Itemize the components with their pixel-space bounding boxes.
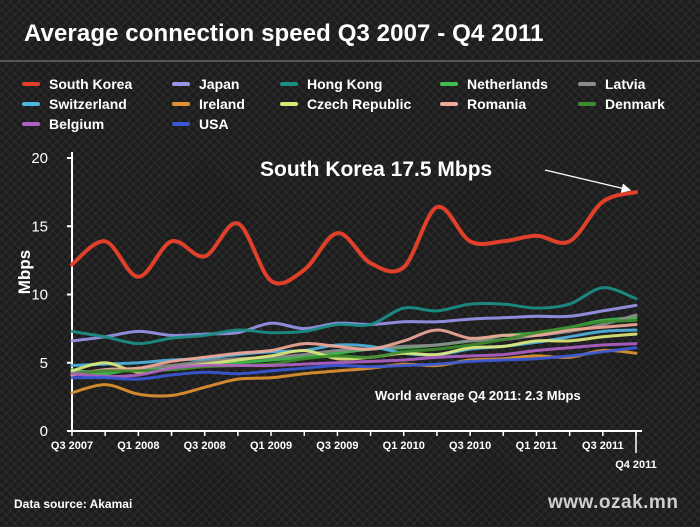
chart-title: Average connection speed Q3 2007 - Q4 20… [24,20,544,47]
x-tick-label-q3-2011: Q3 2011 [582,440,624,452]
legend-swatch-latvia [578,82,596,86]
legend-item-netherlands: Netherlands [440,76,548,92]
legend-label-hong-kong: Hong Kong [307,76,383,92]
legend-label-usa: USA [199,116,229,132]
legend-swatch-switzerland [22,102,40,106]
legend-item-ireland: Ireland [172,96,245,112]
legend-swatch-belgium [22,122,40,126]
x-tick-label-q1-2008: Q1 2008 [117,440,159,452]
legend-item-south-korea: South Korea [22,76,132,92]
legend-label-ireland: Ireland [199,96,245,112]
legend-swatch-denmark [578,102,596,106]
legend-swatch-usa [172,122,190,126]
series-line-japan [70,303,638,343]
legend-swatch-czech-republic [280,102,298,106]
legend-swatch-japan [172,82,190,86]
x-tick-label-q4-2011: Q4 2011 [615,459,657,471]
legend-label-romania: Romania [467,96,527,112]
x-tick-label-q1-2011: Q1 2011 [516,440,558,452]
series-line-romania [70,323,638,377]
x-tick-label-q1-2010: Q1 2010 [383,440,425,452]
y-tick-label-10: 10 [31,287,48,304]
series-line-ireland [70,348,638,398]
legend-item-switzerland: Switzerland [22,96,127,112]
legend-item-czech-republic: Czech Republic [280,96,411,112]
legend-swatch-romania [440,102,458,106]
x-tick-label-q3-2009: Q3 2009 [316,440,358,452]
legend-label-denmark: Denmark [605,96,665,112]
legend-item-japan: Japan [172,76,239,92]
y-tick-label-20: 20 [31,150,48,167]
title-divider [0,60,700,62]
legend-swatch-hong-kong [280,82,298,86]
series-line-hong-kong [70,286,638,346]
legend-label-belgium: Belgium [49,116,105,132]
legend-item-belgium: Belgium [22,116,104,132]
y-tick-label-0: 0 [40,423,48,440]
legend-swatch-ireland [172,102,190,106]
y-tick-label-15: 15 [31,218,48,235]
legend-label-netherlands: Netherlands [467,76,548,92]
legend-label-japan: Japan [199,76,240,92]
series-line-south-korea [70,190,638,286]
legend-item-romania: Romania [440,96,526,112]
legend-label-latvia: Latvia [605,76,646,92]
legend-swatch-south-korea [22,82,40,86]
legend-item-usa: USA [172,116,229,132]
source-note: Data source: Akamai [14,497,133,511]
legend-item-hong-kong: Hong Kong [280,76,382,92]
legend-item-denmark: Denmark [578,96,665,112]
x-tick-label-q3-2010: Q3 2010 [449,440,491,452]
watermark: www.ozak.mn [548,492,679,513]
legend-item-latvia: Latvia [578,76,645,92]
legend-swatch-netherlands [440,82,458,86]
annotation-south-korea-label: South Korea 17.5 Mbps [260,158,492,181]
legend-label-south-korea: South Korea [49,76,133,92]
legend-label-czech-republic: Czech Republic [307,96,412,112]
x-tick-label-q1-2009: Q1 2009 [250,440,292,452]
legend: South Korea Japan Hong Kong Netherlands Latv… [22,76,682,136]
series-line-belgium [70,342,638,378]
series-line-usa [70,346,638,381]
legend-label-switzerland: Switzerland [49,96,127,112]
annotation-world-average: World average Q4 2011: 2.3 Mbps [375,388,581,403]
y-tick-label-5: 5 [40,355,48,372]
x-tick-label-q3-2008: Q3 2008 [184,440,226,452]
x-tick-label-q3-2007: Q3 2007 [51,440,93,452]
annotation-arrow [544,169,632,193]
y-axis-title: Mbps [15,250,34,294]
